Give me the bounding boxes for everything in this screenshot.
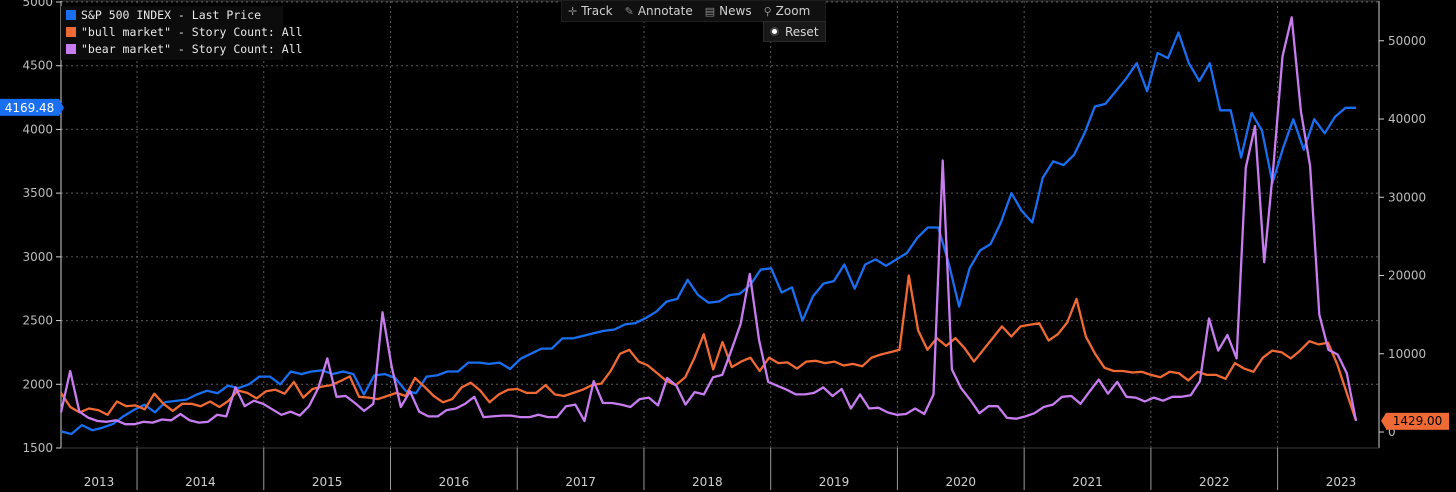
left-tick-label: 4500 xyxy=(22,59,53,73)
bull-last-value: 1429.00 xyxy=(1393,414,1443,428)
right-axis: 0 10000 20000 30000 40000 50000 xyxy=(1378,1,1426,448)
left-tick-label: 1500 xyxy=(22,441,53,455)
right-tick-label: 10000 xyxy=(1388,347,1426,361)
magnifier-icon: ⚲ xyxy=(763,4,772,18)
left-tick-label: 4000 xyxy=(22,122,53,136)
annotate-label: Annotate xyxy=(637,4,693,18)
right-tick-label: 30000 xyxy=(1388,190,1426,204)
series-line-sp500 xyxy=(60,31,1356,436)
value-labels: 4169.48 1429.00 xyxy=(0,98,1449,430)
year-label: 2019 xyxy=(819,475,850,489)
left-tick-label: 3000 xyxy=(22,250,53,264)
year-label: 2022 xyxy=(1199,475,1230,489)
chart-toolbar: ✛ Track ✎ Annotate ▤ News ⚲ Zoom xyxy=(561,0,826,22)
legend-label-bull: "bull market" - Story Count: All xyxy=(81,24,303,39)
left-tick-label: 5000 xyxy=(22,0,53,9)
sp500-last-value-tag xyxy=(0,98,59,116)
series-line-bear xyxy=(59,16,1358,426)
legend-swatch-bear xyxy=(66,43,76,54)
zoom-button[interactable]: ⚲ Zoom xyxy=(758,4,817,18)
chart-legend: S&P 500 INDEX - Last Price "bull market"… xyxy=(61,6,303,60)
series-line-bull xyxy=(60,274,1358,422)
right-tick-label: 40000 xyxy=(1388,112,1426,126)
year-label: 2017 xyxy=(565,475,596,489)
news-icon: ▤ xyxy=(704,4,716,18)
pencil-icon: ✎ xyxy=(624,4,634,18)
sp500-last-value-pointer xyxy=(59,98,64,116)
left-axis: 1500 2000 2500 3000 3500 4000 4500 5000 xyxy=(22,0,62,455)
series-layer xyxy=(59,16,1358,436)
bull-last-value-tag xyxy=(1386,412,1449,430)
news-label: News xyxy=(719,4,752,18)
legend-entry-bull[interactable]: "bull market" - Story Count: All xyxy=(61,23,303,40)
sp500-last-value: 4169.48 xyxy=(5,101,55,115)
year-label: 2016 xyxy=(439,475,470,489)
right-tick-label: 20000 xyxy=(1388,269,1426,283)
legend-label-sp500: S&P 500 INDEX - Last Price xyxy=(81,7,262,22)
annotate-button[interactable]: ✎ Annotate xyxy=(619,4,699,18)
right-tick-label: 50000 xyxy=(1388,34,1426,48)
left-tick-label: 2500 xyxy=(22,314,53,328)
year-label: 2021 xyxy=(1072,475,1103,489)
crosshair-icon: ✛ xyxy=(568,4,578,18)
reset-label: Reset xyxy=(785,24,819,39)
reset-button[interactable]: Reset xyxy=(763,21,826,42)
left-tick-label: 2000 xyxy=(22,377,53,391)
track-button[interactable]: ✛ Track xyxy=(562,4,619,18)
year-label: 2015 xyxy=(312,475,343,489)
zoom-label: Zoom xyxy=(775,4,811,18)
year-label: 2013 xyxy=(84,475,115,489)
legend-swatch-bull xyxy=(66,26,76,37)
legend-swatch-sp500 xyxy=(66,9,76,20)
year-label: 2023 xyxy=(1326,475,1357,489)
legend-label-bear: "bear market" - Story Count: All xyxy=(81,41,303,56)
track-label: Track xyxy=(581,4,613,18)
reset-icon xyxy=(770,27,779,36)
legend-entry-sp500[interactable]: S&P 500 INDEX - Last Price xyxy=(61,6,283,23)
x-axis: 2013 2014 2015 2016 2017 2018 2019 2020 2021 2022… xyxy=(61,447,1379,490)
right-tick-label: 0 xyxy=(1388,425,1396,439)
year-label: 2014 xyxy=(185,475,216,489)
legend-entry-bear[interactable]: "bear market" - Story Count: All xyxy=(61,40,303,57)
year-label: 2018 xyxy=(692,475,723,489)
left-tick-label: 3500 xyxy=(22,186,53,200)
year-label: 2020 xyxy=(946,475,977,489)
bull-last-value-pointer xyxy=(1381,412,1386,429)
news-button[interactable]: ▤ News xyxy=(699,4,758,18)
